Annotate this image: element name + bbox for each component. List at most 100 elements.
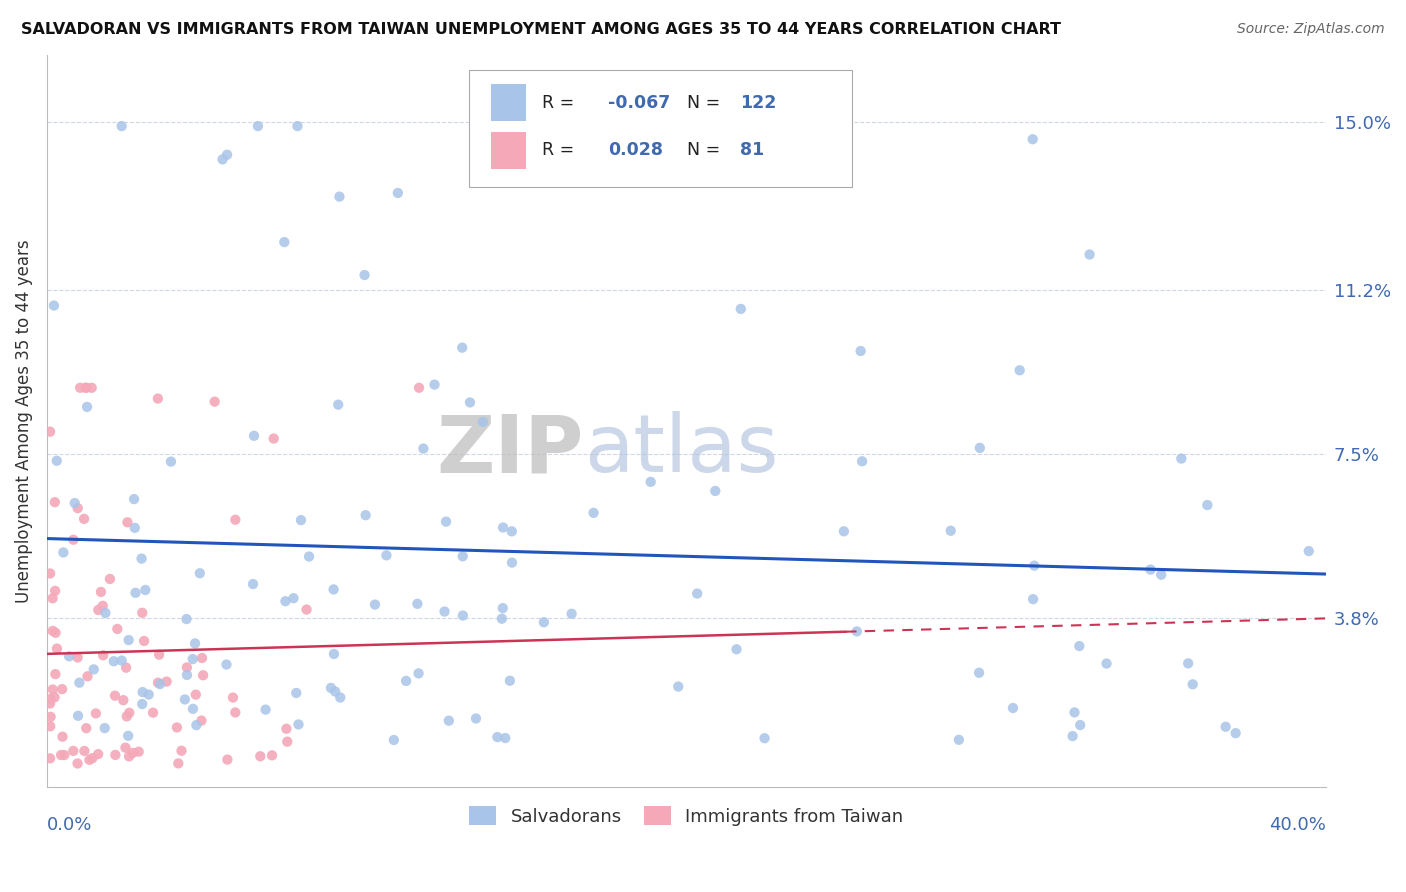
Point [87, 747, 110, 761]
Point [131, 606, 153, 620]
Point [276, 722, 298, 736]
Point [39, 697, 62, 711]
Point [142, 706, 165, 720]
Point [104, 747, 127, 762]
Point [104, 689, 127, 703]
Point [412, 442, 434, 456]
Point [494, 731, 516, 745]
Point [53, 748, 76, 763]
Point [1139, 563, 1161, 577]
Point [486, 730, 509, 744]
Text: atlas: atlas [583, 411, 779, 490]
Point [451, 608, 474, 623]
Point [395, 673, 418, 688]
Point [66, 756, 89, 771]
Point [181, 702, 204, 716]
Point [561, 607, 583, 621]
Point [111, 119, 134, 133]
Point [406, 597, 429, 611]
Point [243, 429, 266, 443]
Point [149, 677, 172, 691]
Point [94, 606, 117, 620]
Point [115, 709, 138, 723]
Y-axis label: Unemployment Among Ages 35 to 44 years: Unemployment Among Ages 35 to 44 years [15, 239, 32, 603]
Point [75, 721, 97, 735]
Point [75, 381, 97, 395]
Point [754, 731, 776, 746]
Point [283, 591, 305, 606]
Point [640, 475, 662, 489]
Point [66, 501, 89, 516]
Point [62, 533, 84, 547]
Point [176, 660, 198, 674]
Point [76, 669, 98, 683]
Point [328, 189, 350, 203]
Point [260, 748, 283, 763]
Point [582, 506, 605, 520]
Point [492, 601, 515, 615]
Point [254, 703, 277, 717]
Point [501, 556, 523, 570]
Point [45, 625, 67, 640]
Text: 81: 81 [740, 141, 765, 160]
FancyBboxPatch shape [491, 132, 526, 169]
Point [52, 545, 75, 559]
Point [1024, 558, 1046, 573]
Point [851, 454, 873, 468]
Point [114, 740, 136, 755]
Point [382, 733, 405, 747]
Point [1225, 726, 1247, 740]
Legend: Salvadorans, Immigrants from Taiwan: Salvadorans, Immigrants from Taiwan [463, 799, 911, 833]
Point [146, 675, 169, 690]
Point [67, 708, 90, 723]
Point [273, 235, 295, 249]
Point [115, 661, 138, 675]
Point [191, 651, 214, 665]
Text: 40.0%: 40.0% [1268, 816, 1326, 834]
Point [1177, 657, 1199, 671]
Point [730, 301, 752, 316]
Point [451, 549, 474, 564]
Point [375, 549, 398, 563]
Point [246, 119, 269, 133]
Point [73, 512, 96, 526]
Point [184, 688, 207, 702]
Point [176, 668, 198, 682]
Point [1181, 677, 1204, 691]
Text: SALVADORAN VS IMMIGRANTS FROM TAIWAN UNEMPLOYMENT AMONG AGES 35 TO 44 YEARS CORR: SALVADORAN VS IMMIGRANTS FROM TAIWAN UNE… [21, 22, 1062, 37]
Point [491, 612, 513, 626]
Point [387, 186, 409, 200]
Point [118, 749, 141, 764]
Text: R =: R = [541, 141, 579, 160]
Point [131, 697, 153, 711]
Point [82, 751, 104, 765]
Point [322, 582, 344, 597]
Point [499, 673, 522, 688]
Point [211, 153, 233, 167]
Point [725, 642, 748, 657]
Point [87, 603, 110, 617]
Point [249, 749, 271, 764]
Point [121, 746, 143, 760]
Point [167, 756, 190, 771]
Point [138, 688, 160, 702]
Point [128, 745, 150, 759]
Point [215, 657, 238, 672]
Point [290, 513, 312, 527]
Point [41, 591, 63, 606]
Point [79, 753, 101, 767]
Point [1215, 720, 1237, 734]
Point [1008, 363, 1031, 377]
Point [51, 730, 73, 744]
Point [433, 605, 456, 619]
Point [45, 641, 67, 656]
Point [118, 633, 141, 648]
Point [91, 648, 114, 663]
Point [1069, 639, 1091, 653]
Text: -0.067: -0.067 [609, 94, 671, 112]
Point [1170, 451, 1192, 466]
Point [969, 441, 991, 455]
Point [122, 492, 145, 507]
Point [188, 566, 211, 581]
Point [1150, 567, 1173, 582]
